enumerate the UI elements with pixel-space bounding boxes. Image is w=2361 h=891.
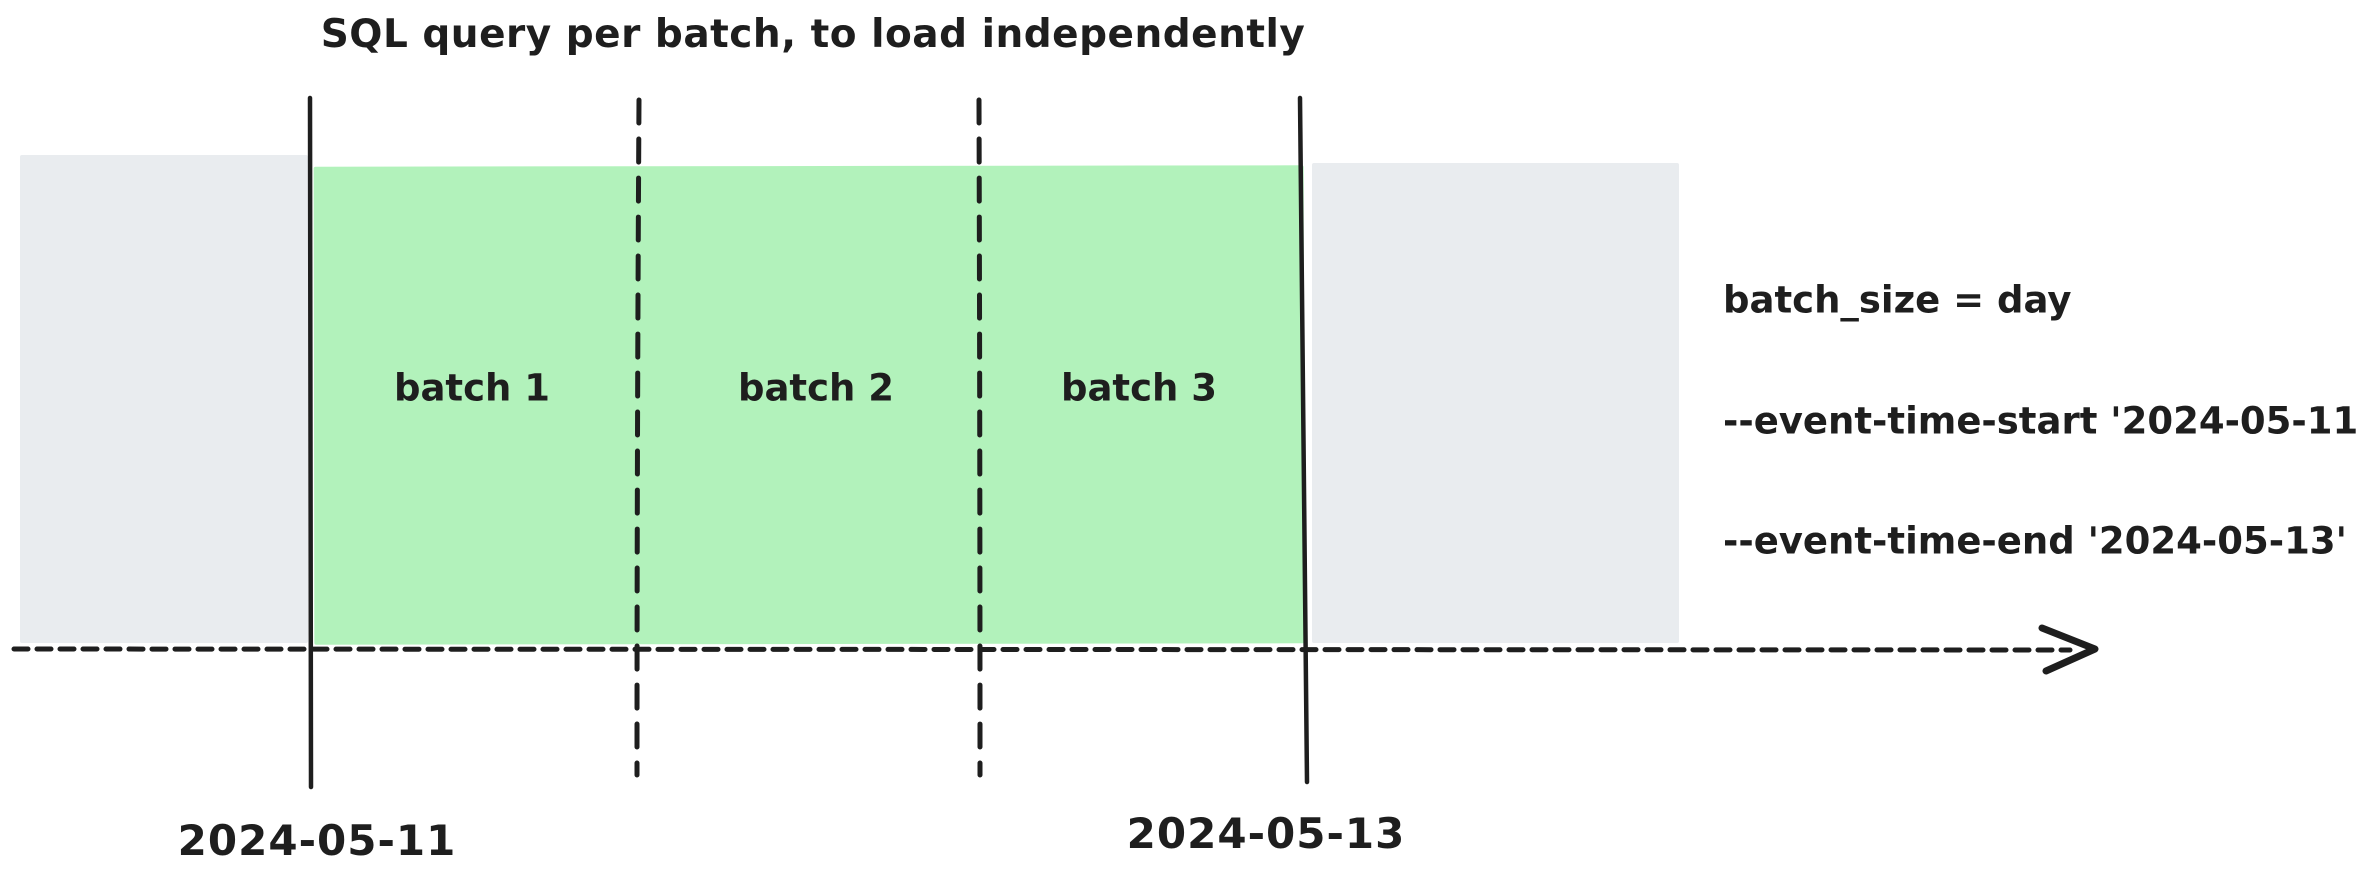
start-date-label: 2024-05-11 [177, 816, 457, 865]
batch-label-1: batch 1 [393, 366, 551, 410]
batch-label-2: batch 2 [737, 366, 895, 410]
batch-label-3: batch 3 [1060, 366, 1218, 410]
batch-size-annotation: batch_size = day [1723, 278, 2072, 322]
out-of-range-region-left [20, 155, 308, 643]
event-time-start-annotation: --event-time-start '2024-05-11' [1723, 399, 2361, 443]
timeline-arrowhead-icon [2038, 624, 2099, 675]
end-date-label: 2024-05-13 [1126, 809, 1406, 858]
event-time-end-annotation: --event-time-end '2024-05-13' [1723, 519, 2347, 563]
event-time-start-line [307, 95, 314, 790]
out-of-range-region-right [1312, 163, 1679, 643]
diagram-title: SQL query per batch, to load independent… [320, 12, 1306, 57]
timeline-axis [11, 646, 2073, 653]
